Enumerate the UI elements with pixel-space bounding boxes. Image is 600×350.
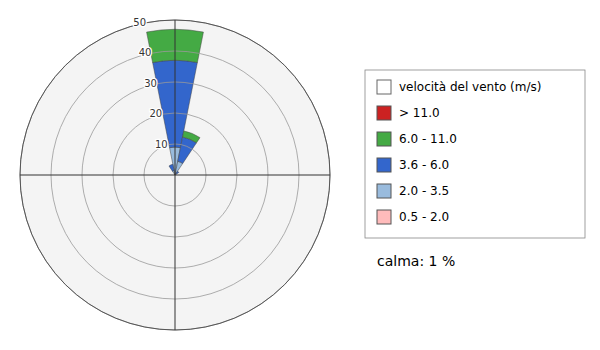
- legend-box: [365, 70, 585, 238]
- bar-segment: [184, 131, 200, 138]
- legend-label: 3.6 - 6.0: [399, 158, 449, 172]
- polar-plot: 10 20 30 40 50: [20, 17, 330, 330]
- legend: velocità del vento (m/s) > 11.0 6.0 - 11.0…: [365, 70, 585, 238]
- legend-swatch: [377, 184, 391, 198]
- tick-label: 10: [155, 139, 168, 150]
- legend-swatch: [377, 158, 391, 172]
- bar-segment: [178, 171, 179, 172]
- bar-segment: [175, 161, 182, 173]
- cross-line: [175, 175, 330, 176]
- legend-swatch: [377, 132, 391, 146]
- legend-label: > 11.0: [399, 106, 440, 120]
- cross-line: [175, 20, 176, 175]
- tick-label: 30: [144, 78, 157, 89]
- cross-line: [20, 175, 175, 176]
- cross-line: [175, 175, 176, 330]
- bar-segment: [178, 171, 179, 172]
- tick-label: 40: [139, 47, 152, 58]
- bar-segment: [169, 164, 173, 166]
- legend-swatch: [377, 210, 391, 224]
- bar-segment: [169, 164, 173, 166]
- tick-label: 50: [133, 17, 146, 28]
- tick-label: 20: [149, 108, 162, 119]
- chart: 10 20 30 40 50 velocità del vento (m/s) > 11.0…: [0, 0, 600, 350]
- bar-segment: [169, 164, 174, 171]
- legend-title: velocità del vento (m/s): [399, 80, 541, 94]
- grid-circle: [20, 20, 330, 330]
- plot-background: [20, 20, 330, 330]
- legend-label: 0.5 - 2.0: [399, 210, 449, 224]
- radial-axis: 10 20 30 40 50: [133, 17, 167, 150]
- legend-swatch: [377, 106, 391, 120]
- axis-domain: [20, 20, 330, 330]
- legend-label: 6.0 - 11.0: [399, 132, 457, 146]
- annotation: calma: 1 %: [377, 253, 455, 269]
- bar-segment: [183, 131, 200, 143]
- legend-label: 2.0 - 3.5: [399, 184, 449, 198]
- bar-segment: [176, 171, 179, 174]
- legend-title-swatch: [377, 80, 391, 94]
- grid: [20, 20, 330, 330]
